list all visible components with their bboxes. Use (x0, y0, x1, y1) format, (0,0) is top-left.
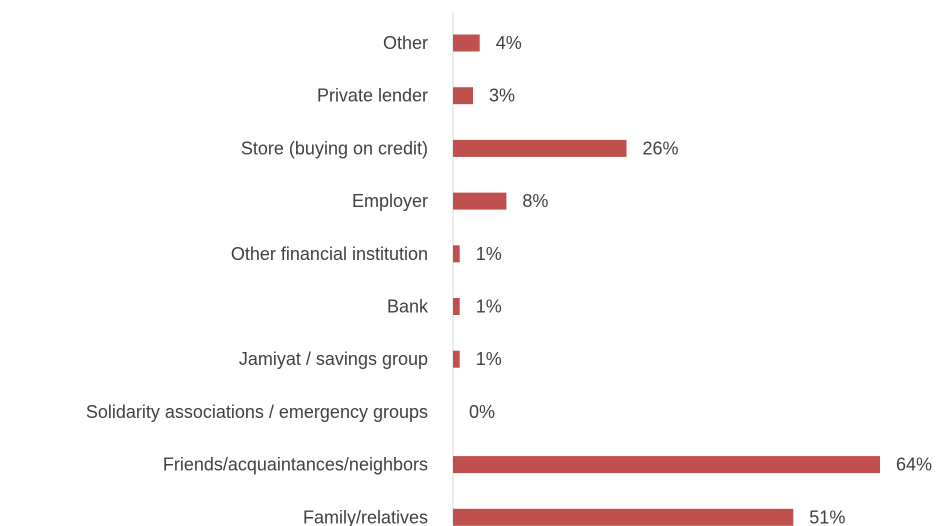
category-label: Other (383, 33, 428, 53)
data-label: 64% (896, 455, 932, 475)
category-label: Employer (352, 191, 428, 211)
category-label: Jamiyat / savings group (239, 349, 428, 369)
category-label: Friends/acquaintances/neighbors (163, 455, 428, 475)
data-label: 3% (489, 86, 515, 106)
category-label: Other financial institution (231, 244, 428, 264)
category-label: Family/relatives (303, 507, 428, 526)
category-label: Store (buying on credit) (241, 138, 428, 158)
data-label: 1% (476, 297, 502, 317)
bar (453, 87, 473, 105)
bar (453, 245, 460, 263)
bar (453, 508, 794, 526)
bar (453, 298, 460, 315)
value-labels-layer: 4% 3% 26% 8% 1% 1% 1% 0% 64% 51% (469, 33, 932, 526)
bars-layer (453, 34, 880, 526)
data-label: 26% (643, 138, 679, 158)
category-label: Private lender (317, 86, 428, 106)
bar (453, 456, 880, 474)
category-label: Bank (387, 297, 429, 317)
category-labels-layer: Other Private lender Store (buying on cred… (86, 33, 429, 526)
data-label: 4% (496, 33, 522, 53)
data-label: 1% (476, 244, 502, 264)
bar (453, 350, 460, 368)
data-label: 1% (476, 349, 502, 369)
data-label: 51% (809, 507, 845, 526)
data-label: 0% (469, 402, 495, 422)
bar (453, 34, 480, 52)
bar (453, 192, 507, 210)
bar (453, 139, 627, 157)
category-label: Solidarity associations / emergency grou… (86, 402, 428, 422)
data-label: 8% (522, 191, 548, 211)
